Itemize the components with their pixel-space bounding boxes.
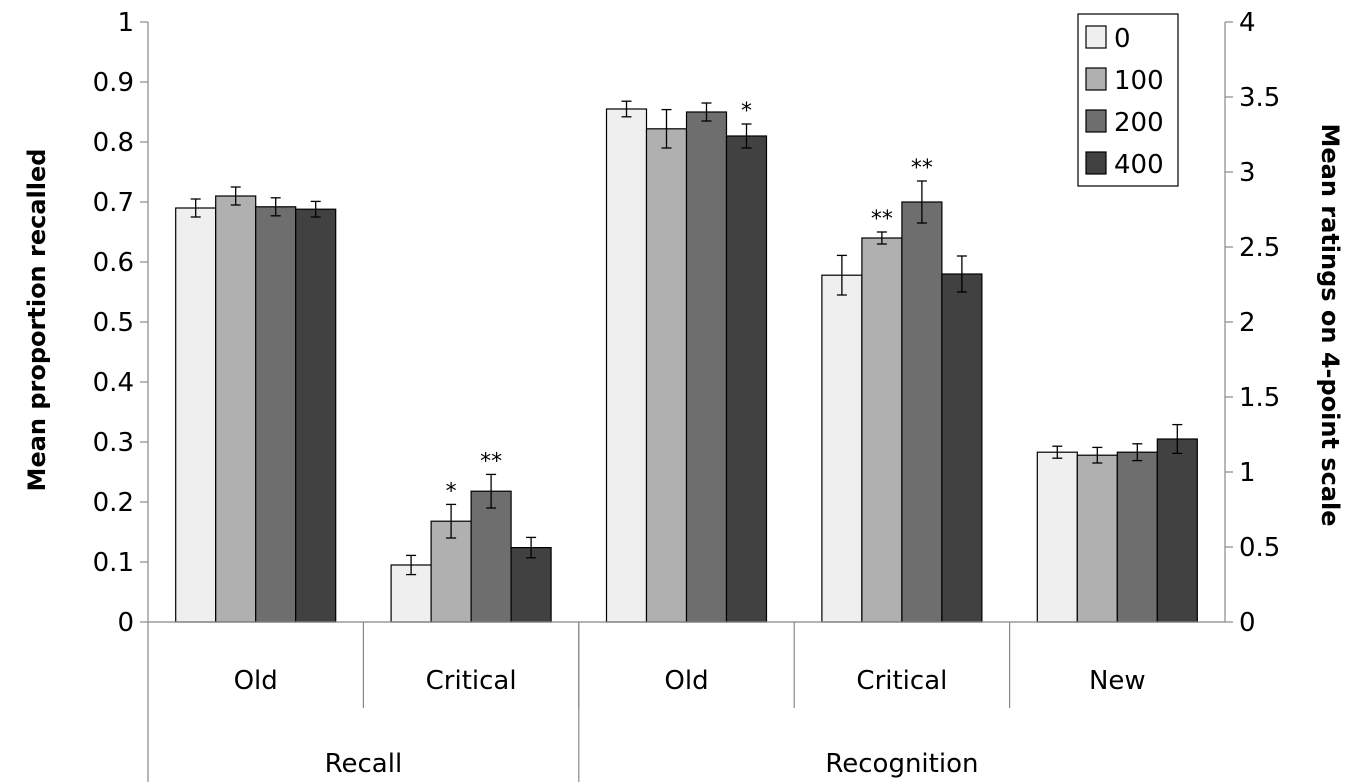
bar-old-3-series-0 bbox=[605, 108, 648, 623]
legend-swatch-0 bbox=[1085, 25, 1107, 49]
bar-new-5-series-200 bbox=[1116, 451, 1158, 623]
y-axis-title: Mean proportion recalled bbox=[23, 149, 51, 492]
bar-critical-4-series-0 bbox=[821, 274, 863, 623]
y2-tick-label: 0.5 bbox=[1239, 533, 1280, 563]
y2-tick-label: 0 bbox=[1239, 608, 1256, 638]
bar-old-3-series-400 bbox=[725, 135, 768, 623]
y-tick-label: 0.8 bbox=[93, 128, 134, 158]
bar-critical-4-series-100 bbox=[861, 237, 903, 623]
bar-critical-2-series-200 bbox=[470, 490, 512, 623]
y2-tick-label: 2 bbox=[1239, 308, 1256, 338]
y2-tick-label: 4 bbox=[1239, 8, 1256, 38]
y-tick-label: 0.7 bbox=[93, 188, 134, 218]
significance-marker: ** bbox=[911, 156, 933, 181]
y2-tick-label: 1.5 bbox=[1239, 383, 1280, 413]
legend: 0 100 200 400 bbox=[1077, 13, 1179, 187]
bar-old-3-series-200 bbox=[685, 111, 728, 623]
bar-critical-4-series-400 bbox=[941, 273, 983, 623]
significance-marker: ** bbox=[480, 449, 502, 474]
group-label-recognition: Recognition bbox=[825, 749, 978, 779]
y2-tick-label: 2.5 bbox=[1239, 233, 1280, 263]
legend-swatch-400 bbox=[1085, 151, 1107, 175]
category-label-critical: Critical bbox=[426, 666, 517, 696]
y2-tick-label: 3 bbox=[1239, 158, 1256, 188]
category-label-old: Old bbox=[234, 666, 278, 696]
significance-marker: ** bbox=[871, 207, 893, 232]
y-tick-label: 0.9 bbox=[93, 68, 134, 98]
significance-marker: * bbox=[741, 99, 752, 124]
y-tick-label: 0.6 bbox=[93, 248, 134, 278]
y2-tick-label: 3.5 bbox=[1239, 83, 1280, 113]
bar-old-3-series-100 bbox=[645, 128, 688, 623]
legend-label-200: 200 bbox=[1114, 108, 1164, 138]
bar-critical-4-series-200 bbox=[901, 201, 943, 623]
significance-marker: * bbox=[446, 479, 457, 504]
plot-area: ******** bbox=[175, 99, 1198, 623]
category-label-old: Old bbox=[664, 666, 708, 696]
bar-old-1-series-200 bbox=[255, 206, 297, 623]
bar-critical-2-series-400 bbox=[510, 546, 552, 623]
y-tick-label: 0.5 bbox=[93, 308, 134, 338]
y-tick-label: 0.1 bbox=[93, 548, 134, 578]
y-tick-label: 0.4 bbox=[93, 368, 134, 398]
y-tick-label: 0.3 bbox=[93, 428, 134, 458]
group-label-recall: Recall bbox=[325, 749, 403, 779]
legend-label-0: 0 bbox=[1114, 24, 1131, 54]
bar-new-5-series-0 bbox=[1036, 451, 1078, 623]
legend-label-100: 100 bbox=[1114, 66, 1164, 96]
bar-new-5-series-400 bbox=[1156, 438, 1198, 623]
bar-old-1-series-400 bbox=[295, 208, 337, 623]
y-tick-label: 0 bbox=[117, 608, 134, 638]
y2-axis-title: Mean ratings on 4-point scale bbox=[1316, 123, 1344, 526]
bar-new-5-series-100 bbox=[1076, 454, 1118, 623]
legend-label-400: 400 bbox=[1114, 150, 1164, 180]
bar-old-1-series-100 bbox=[215, 195, 257, 623]
legend-swatch-200 bbox=[1085, 109, 1107, 133]
bar-old-1-series-0 bbox=[175, 207, 217, 623]
y-tick-label: 0.2 bbox=[93, 488, 134, 518]
y-tick-label: 1 bbox=[117, 8, 134, 38]
axes: 0 0.1 0.2 0.3 0.4 0.5 0.6 0.7 0.8 0.9 1 0 0.5 1 1.5 2 2.… bbox=[93, 8, 1280, 782]
category-label-new: New bbox=[1089, 666, 1146, 696]
y2-tick-label: 1 bbox=[1239, 458, 1256, 488]
legend-swatch-100 bbox=[1085, 67, 1107, 91]
category-label-critical: Critical bbox=[856, 666, 947, 696]
